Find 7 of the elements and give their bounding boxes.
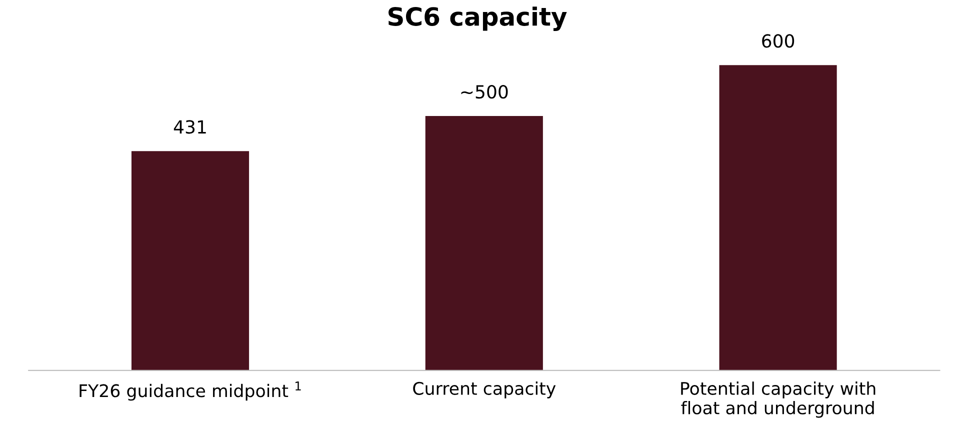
x-tick-label: Potential capacity with float and underground — [681, 382, 876, 418]
x-tick-label: Current capacity — [413, 382, 556, 398]
data-label: ~500 — [461, 84, 508, 99]
chart-title: SC6 capacity — [388, 6, 567, 32]
x-tick-label: FY26 guidance midpoint $^{1}$ — [80, 382, 301, 401]
data-label: 431 — [174, 120, 206, 134]
data-label: 600 — [762, 34, 794, 48]
